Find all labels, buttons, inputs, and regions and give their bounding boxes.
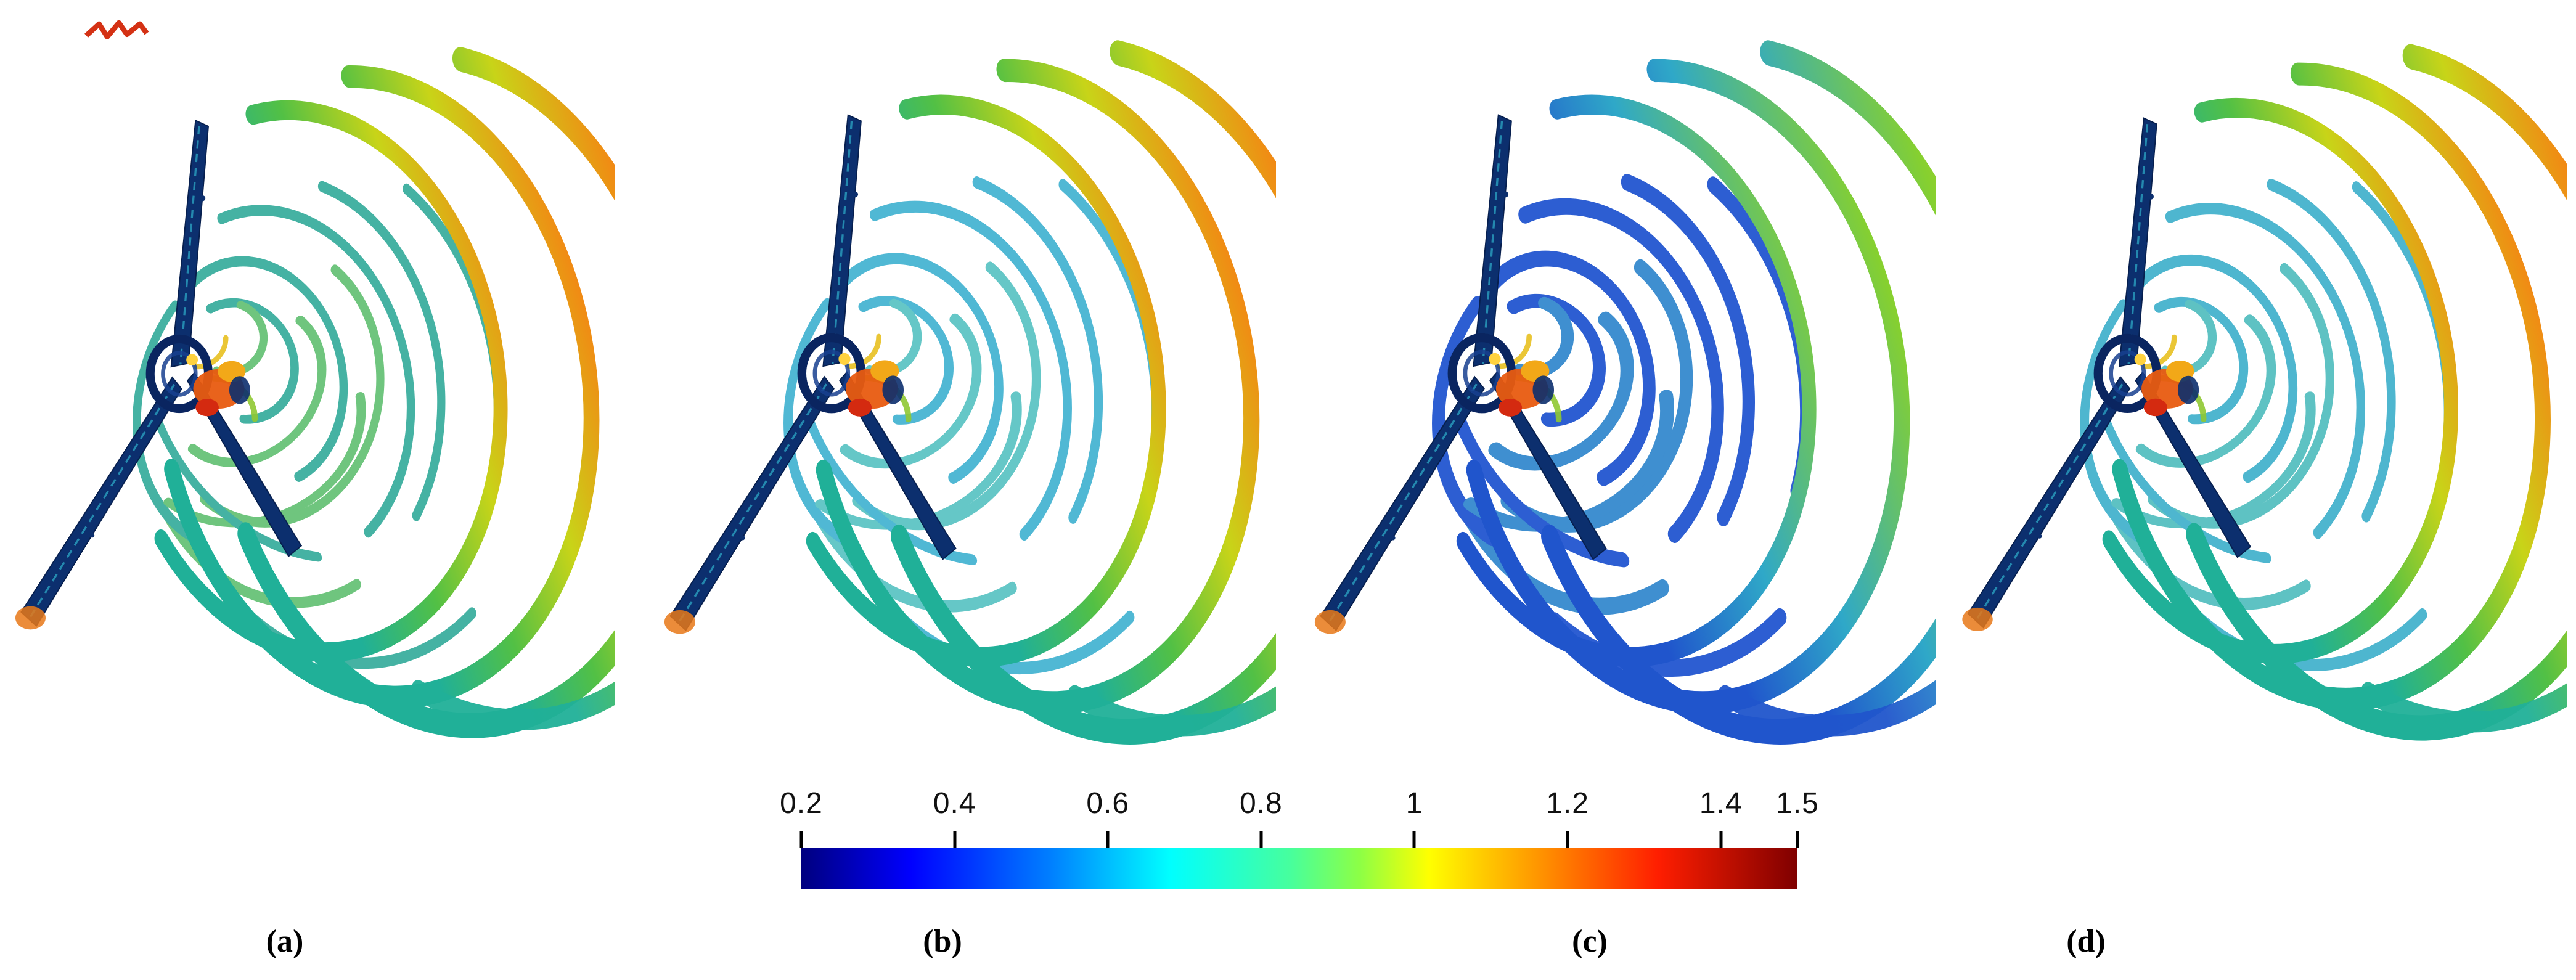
tip-vortex-rings [154,47,615,738]
panel-c [1294,5,1936,834]
shed-vorticity-speckles [89,195,206,538]
blade-tip-vortex [664,610,695,634]
detached-vortex-fragment [84,20,149,39]
colorbar-tick-label: 0.6 [1086,787,1130,820]
colorbar-tick-label: 0.4 [933,787,976,820]
shed-vorticity-speckles [740,191,859,541]
panel-b [653,5,1276,834]
shed-vorticity-speckles [2037,194,2154,539]
colorbar-tick-marks [799,828,1799,848]
tip-vortex-rings [806,40,1276,745]
turbine-rotor [1314,114,1607,634]
wake-scene [1314,40,1936,745]
panel-a [5,12,615,826]
panel-label-c: (c) [1572,924,1608,959]
colorbar-tick-label: 1.5 [1776,787,1819,820]
colorbar-tick-label: 1.4 [1699,787,1743,820]
wake-scene [1962,44,2567,741]
colorbar-tick-label: 0.8 [1239,787,1283,820]
panel-label-a: (a) [266,924,304,959]
blade-lower-right [186,371,303,557]
colorbar-tick-label: 1.2 [1546,787,1589,820]
blade-lower-right [1489,371,1607,560]
wake-scene [664,40,1276,745]
wake-isosurface-render-d [1962,44,2567,741]
colorbar-gradient [801,848,1797,889]
panel-label-d: (d) [2066,924,2106,959]
colorbar-tick [1412,831,1416,848]
colorbar-tick [1566,831,1569,848]
wake-isosurface-render-c [1314,40,1936,745]
colorbar-tick [1259,831,1263,848]
panel-d [1951,9,2567,829]
colorbar-tick-label: 1 [1405,787,1423,820]
blade-lower-right [839,371,957,560]
wake-isosurface-render-a [15,20,615,738]
panel-label-b: (b) [923,924,962,959]
colorbar: 0.2 0.4 0.6 0.8 1 1.2 1.4 1.5 [780,786,1818,891]
blade-tip-vortex [1962,607,1993,631]
turbine-rotor [1962,117,2251,631]
colorbar-tick [953,831,957,848]
tip-vortex-rings [1456,40,1936,745]
tip-vortex-rings [2102,44,2567,741]
colorbar-tick-labels: 0.2 0.4 0.6 0.8 1 1.2 1.4 1.5 [780,786,1818,822]
colorbar-tick [799,831,803,848]
turbine-rotor [15,20,303,630]
wake-isosurface-render-b [664,40,1276,745]
turbine-rotor [664,114,957,634]
wake-scene [15,20,615,738]
blade-lower-right [2135,371,2251,558]
colorbar-tick [1106,831,1110,848]
colorbar-tick [1719,831,1723,848]
blade-tip-vortex [1314,610,1346,634]
blade-tip-vortex [15,606,46,630]
colorbar-tick [1796,831,1799,848]
colorbar-tick-label: 0.2 [780,787,823,820]
shed-vorticity-speckles [1390,191,1509,541]
